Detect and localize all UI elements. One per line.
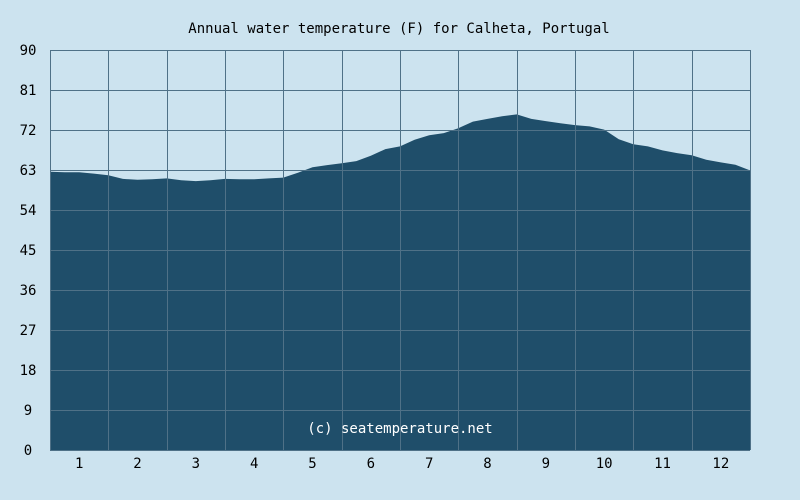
x-tick-label: 11 xyxy=(654,456,671,472)
x-tick-label: 1 xyxy=(75,456,83,472)
y-tick-label: 90 xyxy=(20,43,37,59)
y-axis-ticks: 0 9 18 27 36 45 54 63 72 81 90 xyxy=(20,43,37,459)
y-tick-label: 81 xyxy=(20,83,37,99)
y-tick-label: 18 xyxy=(20,363,37,379)
y-tick-label: 63 xyxy=(20,163,37,179)
x-tick-label: 7 xyxy=(425,456,433,472)
x-tick-label: 5 xyxy=(308,456,316,472)
x-tick-label: 2 xyxy=(133,456,141,472)
watermark: (c) seatemperature.net xyxy=(307,421,492,437)
y-tick-label: 36 xyxy=(20,283,37,299)
y-tick-label: 9 xyxy=(24,403,32,419)
x-tick-label: 6 xyxy=(367,456,375,472)
x-tick-label: 9 xyxy=(542,456,550,472)
y-tick-label: 72 xyxy=(20,123,37,139)
x-tick-label: 8 xyxy=(483,456,491,472)
y-tick-label: 27 xyxy=(20,323,37,339)
x-tick-label: 4 xyxy=(250,456,258,472)
y-tick-label: 54 xyxy=(20,203,37,219)
y-tick-label: 0 xyxy=(24,443,32,459)
x-axis-ticks: 1 2 3 4 5 6 7 8 9 10 11 12 xyxy=(75,456,729,472)
x-tick-label: 3 xyxy=(192,456,200,472)
x-tick-label: 12 xyxy=(712,456,729,472)
chart-title: Annual water temperature (F) for Calheta… xyxy=(188,21,609,37)
grid-layer xyxy=(50,50,751,451)
y-tick-label: 45 xyxy=(20,243,37,259)
x-tick-label: 10 xyxy=(596,456,613,472)
